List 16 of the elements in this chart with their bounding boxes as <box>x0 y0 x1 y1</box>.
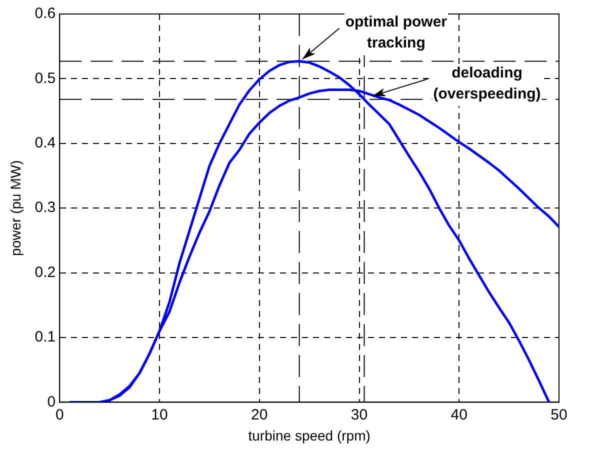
x-tick-label: 50 <box>550 406 568 424</box>
y-axis-title: power (pu MW) <box>7 160 24 256</box>
y-tick-label: 0.1 <box>34 328 56 346</box>
x-tick-label: 20 <box>251 406 268 424</box>
y-tick-label: 0 <box>47 393 56 410</box>
y-tick-label: 0.4 <box>34 134 56 152</box>
x-axis-title: turbine speed (rpm) <box>248 427 370 444</box>
y-tick-label: 0.5 <box>34 70 56 87</box>
annotation: optimal power tracking <box>345 13 448 52</box>
y-tick-label: 0.3 <box>34 199 56 216</box>
x-tick-label: 40 <box>450 406 468 424</box>
y-tick-label: 0.2 <box>34 264 56 281</box>
annotation: deloading (overspeeding) <box>433 64 541 102</box>
x-tick-label: 10 <box>151 406 168 424</box>
y-tick-label: 0.6 <box>34 5 56 22</box>
x-tick-label: 30 <box>350 406 368 424</box>
